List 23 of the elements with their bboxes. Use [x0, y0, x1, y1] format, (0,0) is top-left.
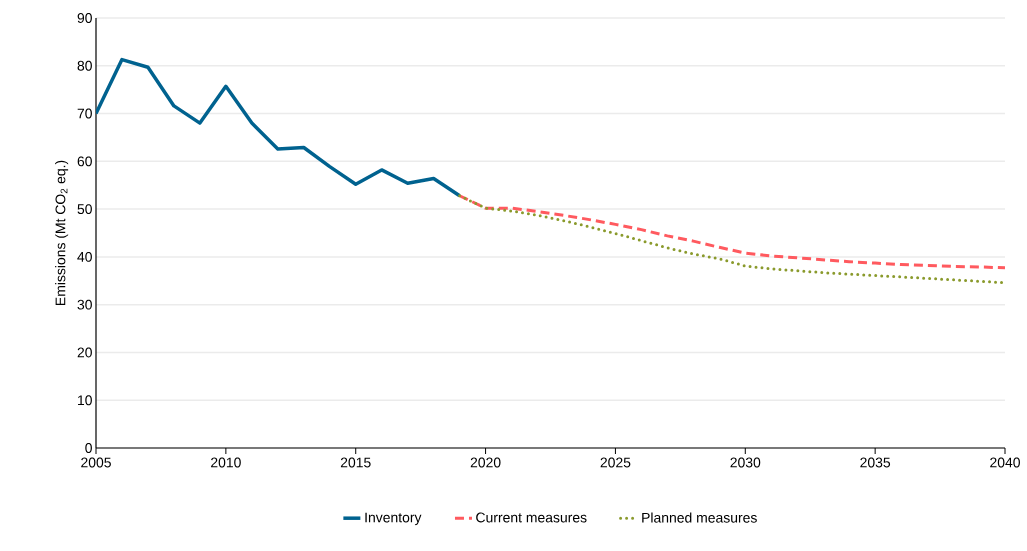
y-tick-label: 10: [78, 395, 92, 406]
y-tick-label: 80: [77, 60, 92, 71]
y-tick-label: 70: [77, 108, 92, 119]
x-tick-label: 2020: [470, 457, 501, 468]
x-tick-label: 2005: [81, 457, 111, 468]
line-series: [96, 57, 462, 198]
x-tick-label: 2040: [990, 457, 1020, 468]
y-tick-label: 50: [77, 204, 92, 215]
y-tick-label: 60: [77, 156, 92, 167]
y-tick-label: 90: [77, 13, 92, 23]
x-tick-label: 2010: [211, 457, 241, 468]
legend-label: Inventory: [365, 512, 422, 526]
x-tick-label: 2025: [600, 457, 631, 468]
x-tick-label: 2030: [730, 457, 761, 468]
x-tick-label: 2015: [340, 457, 371, 468]
y-tick-label: 40: [77, 251, 92, 262]
legend-label: Planned measures: [642, 512, 757, 523]
y-axis-title: Emissions (Mt CO$_{2}$ eq.): [55, 160, 69, 305]
y-tick-label: 0: [85, 443, 92, 453]
x-tick-label: 2035: [860, 457, 891, 468]
y-tick-label: 20: [77, 347, 92, 358]
legend-label: Current measures: [476, 512, 587, 523]
y-tick-label: 30: [77, 299, 92, 310]
